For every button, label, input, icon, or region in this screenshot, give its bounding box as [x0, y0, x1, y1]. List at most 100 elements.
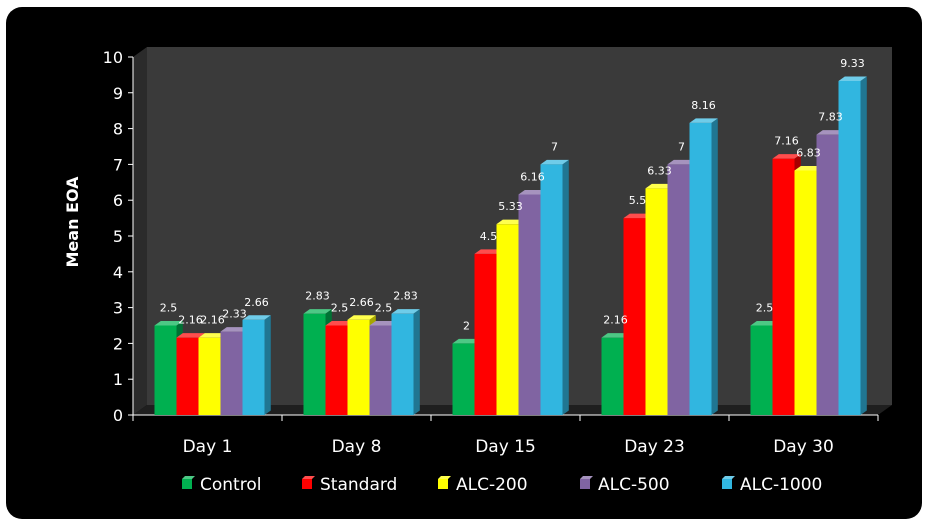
bar-top: [623, 213, 652, 219]
data-label: 7.83: [818, 111, 843, 124]
legend-swatch: [182, 479, 192, 489]
data-label: 9.33: [840, 57, 865, 70]
axes: 0 1 2 3 4 5 6 7 8 9 10 Day 1 Day 8 Day 15 Day 23 Day 30: [103, 48, 879, 457]
bar-front: [391, 313, 414, 415]
bar-top: [496, 219, 525, 225]
bar-front: [369, 325, 392, 415]
bar-front: [474, 253, 497, 415]
data-label: 2: [463, 319, 470, 332]
bar-front: [176, 337, 199, 415]
legend-swatch-top: [182, 476, 195, 479]
y-tick-label: 5: [113, 227, 123, 246]
bar-top: [220, 327, 249, 332]
side-wall: [133, 47, 147, 415]
bar-front: [496, 224, 519, 415]
bar-top: [154, 321, 183, 326]
bar-top: [518, 189, 547, 195]
bar-front: [667, 164, 690, 415]
bar-top: [452, 338, 481, 344]
bar-top: [347, 315, 376, 320]
data-label: 2.66: [244, 296, 269, 309]
bar-top: [689, 118, 718, 123]
y-tick-label: 7: [113, 155, 123, 174]
data-labels: 2.52.162.162.332.66 2.832.5 2.66 2.52.8324.…: [160, 57, 865, 332]
bar: [391, 309, 420, 415]
data-label: 2.33: [222, 308, 247, 321]
bar-front: [601, 337, 624, 415]
legend-label: Control: [200, 475, 261, 495]
data-label: 2.83: [393, 290, 418, 303]
data-label: 2.16: [603, 314, 628, 327]
bar: [242, 315, 271, 415]
bar-front: [303, 313, 326, 415]
bar-chart: 0 1 2 3 4 5 6 7 8 9 10 Day 1 Day 8 Day 15 Day 23 Day 30…: [63, 47, 892, 495]
legend-item: ALC-200: [438, 475, 528, 495]
bar-top: [242, 315, 271, 320]
data-label: 8.16: [691, 99, 716, 112]
bar-front: [325, 325, 348, 415]
data-label: 2.16: [200, 314, 225, 327]
bar-front: [242, 319, 265, 415]
y-tick-label: 4: [113, 263, 123, 282]
bar-side: [413, 309, 420, 415]
bar-top: [369, 321, 398, 326]
x-tick-label: Day 30: [773, 437, 834, 457]
bar-front: [347, 319, 370, 415]
bar-front: [838, 80, 861, 416]
bar-front: [750, 325, 773, 415]
bars: [154, 76, 867, 416]
bar-top: [838, 76, 867, 81]
data-label: 2.83: [305, 290, 330, 303]
bar-front: [540, 164, 563, 415]
y-tick-label: 3: [113, 299, 123, 318]
bar-side: [562, 159, 569, 415]
x-tick-label: Day 15: [475, 437, 536, 457]
data-label: 2.66: [349, 296, 374, 309]
x-tick-label: Day 23: [624, 437, 685, 457]
bar-top: [325, 321, 354, 326]
data-label: 7: [678, 140, 685, 153]
legend-swatch-top: [722, 476, 735, 479]
data-label: 5.5: [629, 194, 647, 207]
legend-swatch: [438, 479, 448, 489]
legend-item: ALC-500: [580, 475, 670, 495]
data-label: 2.5: [331, 302, 349, 315]
bar-top: [816, 130, 845, 135]
bar-front: [623, 218, 646, 415]
bar-top: [540, 159, 569, 165]
data-label: 6.16: [520, 170, 545, 183]
bar-front: [794, 170, 817, 415]
data-label: 2.5: [375, 302, 393, 315]
legend-swatch-top: [580, 476, 593, 479]
legend-swatch: [302, 479, 312, 489]
data-label: 5.33: [498, 200, 523, 213]
legend-label: ALC-500: [598, 475, 670, 495]
x-tick-label: Day 1: [183, 437, 233, 457]
legend-label: ALC-200: [456, 475, 528, 495]
bar-front: [772, 158, 795, 415]
bar-top: [667, 159, 696, 165]
legend-swatch: [722, 479, 732, 489]
y-tick-label: 8: [113, 120, 123, 139]
bar-top: [750, 321, 779, 326]
legend-swatch-top: [302, 476, 315, 479]
data-label: 2.5: [756, 302, 774, 315]
chart-frame: 0 1 2 3 4 5 6 7 8 9 10 Day 1 Day 8 Day 15 Day 23 Day 30…: [6, 7, 922, 519]
bar: [838, 76, 867, 416]
bar-top: [645, 183, 674, 189]
legend-item: Standard: [302, 475, 397, 495]
data-label: 6.33: [647, 164, 672, 177]
bar-top: [772, 154, 801, 159]
legend-label: ALC-1000: [740, 475, 822, 495]
bar-front: [816, 134, 839, 415]
data-label: 6.83: [796, 146, 821, 159]
x-tick-label: Day 8: [332, 437, 382, 457]
bar-top: [303, 309, 332, 314]
data-label: 2.5: [160, 302, 178, 315]
legend-swatch-top: [438, 476, 451, 479]
y-tick-label: 10: [103, 48, 123, 67]
bar-front: [154, 325, 177, 415]
bar: [689, 118, 718, 415]
legend: Control Standard ALC-200 ALC-500 ALC-1000: [182, 475, 822, 495]
data-label: 7: [551, 140, 558, 153]
